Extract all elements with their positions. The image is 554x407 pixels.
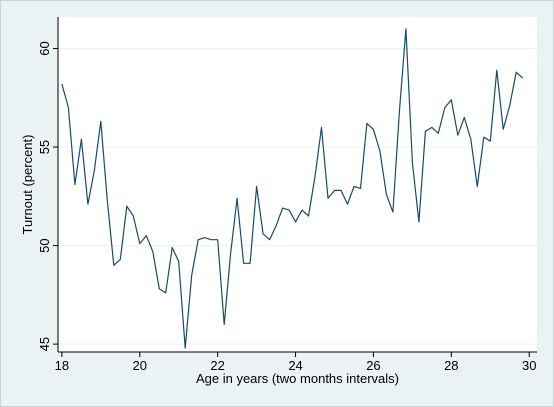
series-line	[61, 28, 524, 349]
y-tick-label: 55	[37, 140, 52, 154]
x-tick-label: 30	[522, 358, 536, 373]
y-axis-title: Turnout (percent)	[20, 135, 35, 235]
x-tick-label: 20	[133, 358, 147, 373]
plot-area	[58, 17, 537, 352]
y-tick-label: 50	[37, 238, 52, 252]
x-tick-label: 26	[366, 358, 380, 373]
x-tick-label: 28	[444, 358, 458, 373]
x-tick-label: 24	[288, 358, 302, 373]
x-axis-title: Age in years (two months intervals)	[196, 371, 399, 386]
x-tick-label: 22	[210, 358, 224, 373]
y-tick-label: 45	[37, 337, 52, 351]
y-tick-label: 60	[37, 41, 52, 55]
x-tick-label: 18	[55, 358, 69, 373]
